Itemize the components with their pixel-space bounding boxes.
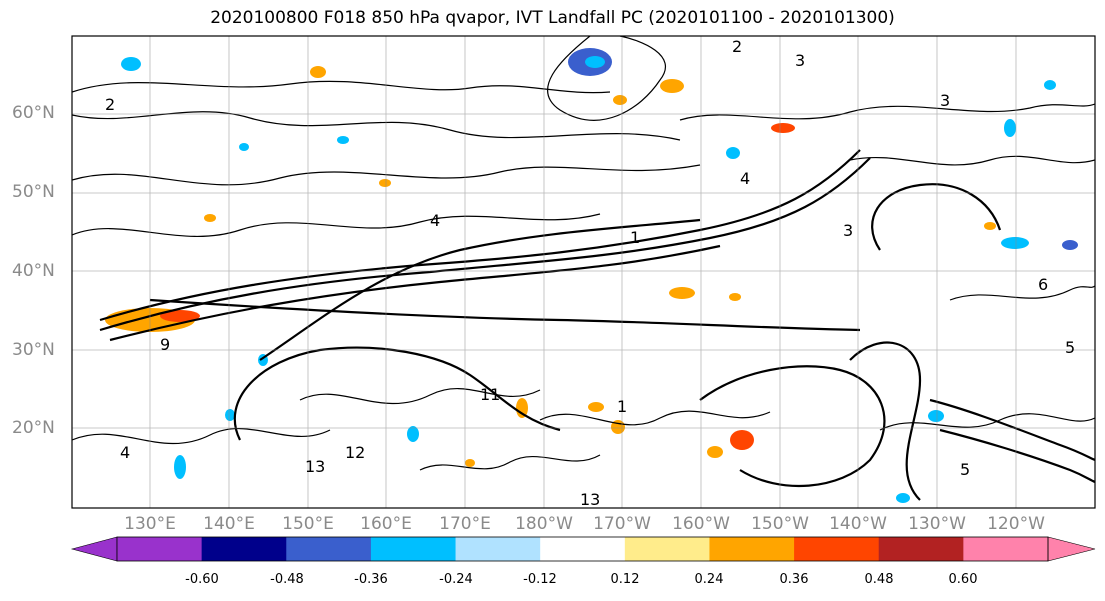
colorbar-tick-label: 0.12 [610,572,640,587]
colorbar-segment [878,537,964,561]
colorbar-tick-label: 0.60 [948,572,978,587]
lon-label: 160°E [360,514,412,534]
colorbar-segment [624,537,710,561]
colorbar-tick-label: 0.24 [694,572,724,587]
contour-label: 4 [430,211,440,230]
graticule [72,36,1095,508]
lat-label: 40°N [12,261,55,281]
colorbar-segment [201,537,287,561]
colorbar-segment [455,537,541,561]
colorbar-segment [117,537,203,561]
map-frame [71,35,1096,509]
colorbar-tick-label: -0.60 [185,572,219,587]
contour-label: 4 [740,169,750,188]
lon-label: 150°W [751,514,809,534]
colorbar [70,536,1096,562]
contour-label: 3 [795,51,805,70]
map-background [72,36,1095,508]
colorbar-tick-label: 0.36 [779,572,809,587]
lon-label: 130°W [908,514,966,534]
lon-label: 120°W [987,514,1045,534]
colorbar-segment [709,537,795,561]
ivt-contours [99,149,1095,501]
contour-label: 2 [105,95,115,114]
colorbar-segment [794,537,880,561]
lon-label: 170°W [593,514,651,534]
lat-label: 20°N [12,418,55,438]
contour-label: 1 [617,397,627,416]
colorbar-segment [370,537,457,561]
colorbar-segment [286,537,372,561]
colorbar-tick-label: -0.48 [270,572,304,587]
lon-label: 160°W [672,514,730,534]
contour-label: 11 [480,385,500,404]
colorbar-segment [540,537,626,561]
contour-label: 6 [1038,275,1048,294]
contour-label: 5 [960,460,970,479]
colorbar-tick-label: -0.12 [523,572,557,587]
contour-label: 1 [630,228,640,247]
lon-label: 140°E [203,514,255,534]
colorbar-segment [963,537,1049,561]
contour-label: 3 [843,221,853,240]
contour-label: 9 [160,335,170,354]
colorbar-tick-label: -0.36 [354,572,388,587]
contour-label: 12 [345,443,365,462]
colorbar-tick-label: 0.48 [864,572,894,587]
lat-label: 60°N [12,103,55,123]
contour-label: 4 [120,443,130,462]
colorbar-extend-high [1047,536,1096,562]
contour-label: 13 [305,457,325,476]
lon-label: 140°W [829,514,887,534]
lon-label: 150°E [282,514,334,534]
lon-label: 130°E [124,514,176,534]
colorbar-extend-low [70,536,118,562]
map-title: 2020100800 F018 850 hPa qvapor, IVT Land… [210,8,895,28]
contour-labels: 2 3 4 4 4 3 3 11 12 13 13 6 5 5 9 1 1 2 [105,37,1075,509]
contour-label: 5 [1065,338,1075,357]
contour-label: 13 [580,490,600,509]
lon-label: 170°E [439,514,491,534]
colorbar-tick-label: -0.24 [439,572,473,587]
lon-label: 180°W [515,514,573,534]
qvapor-contours [72,36,1095,471]
contour-label: 3 [940,91,950,110]
contour-label: 2 [732,37,742,56]
lat-label: 30°N [12,340,55,360]
lat-label: 50°N [12,182,55,202]
